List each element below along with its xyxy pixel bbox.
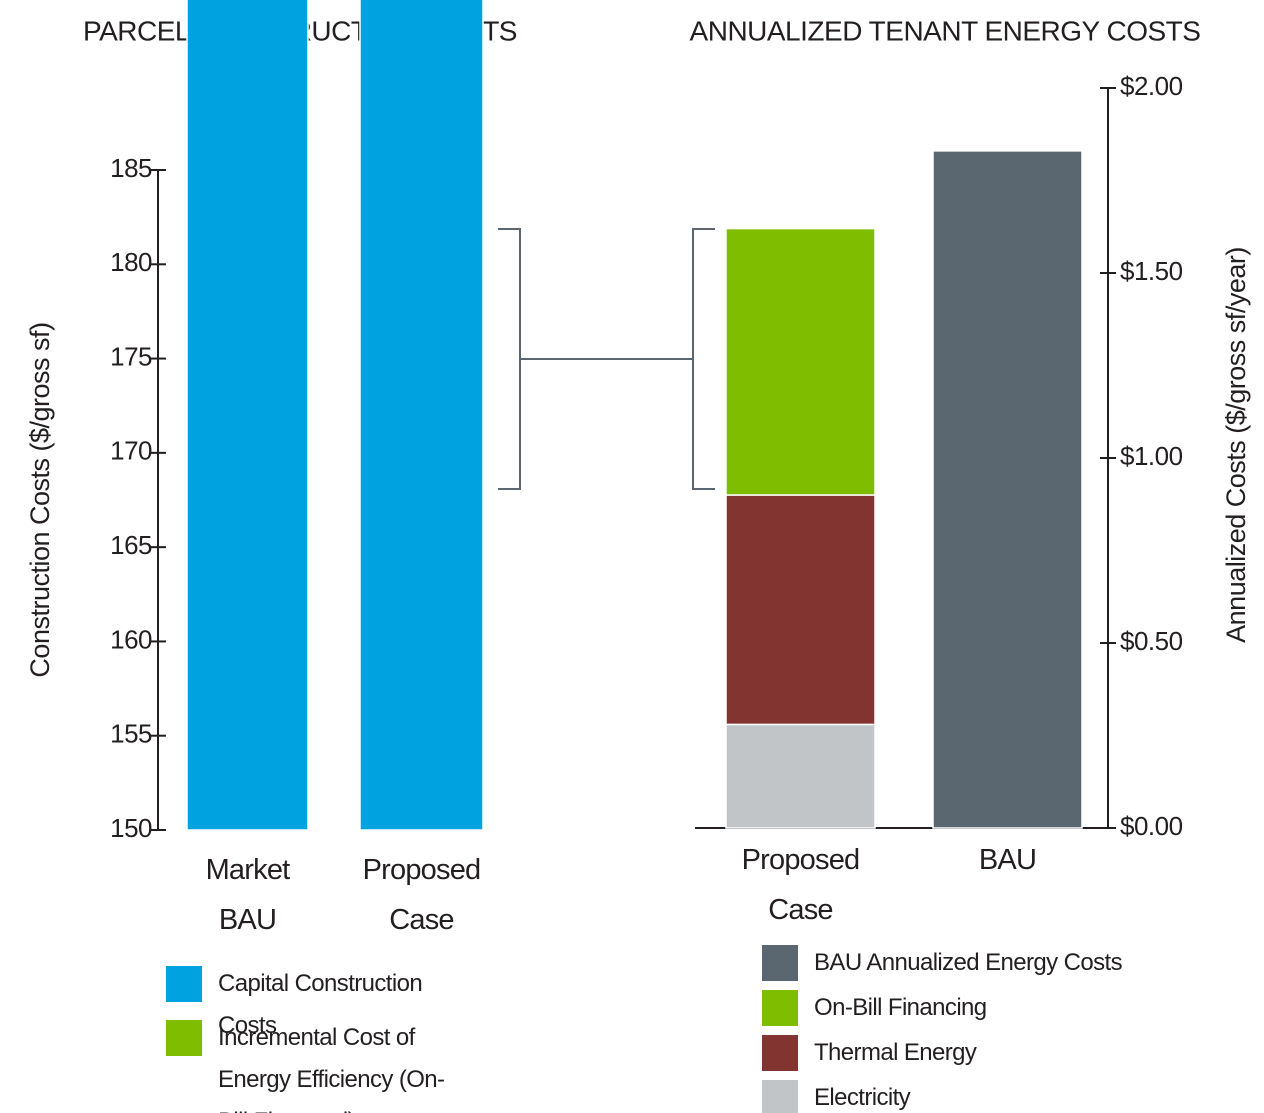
y-tick-label: 165 (110, 530, 152, 560)
bar-segment (725, 227, 876, 496)
bracket-left (498, 228, 521, 490)
bar-segment (359, 0, 484, 831)
y-tick-label: 175 (110, 341, 152, 371)
bar-segment (725, 494, 876, 726)
y-tick-label: 185 (110, 153, 152, 183)
x-tick-label: Proposed Case (741, 844, 861, 926)
y-tick-label: 155 (110, 719, 152, 749)
legend-swatch (762, 990, 798, 1026)
bar-segment (725, 723, 876, 829)
y-tick-label: 170 (110, 436, 152, 466)
y-axis-label: Annualized Costs ($/gross sf/year) (1221, 247, 1251, 643)
y-axis-label: Construction Costs ($/gross sf) (25, 322, 55, 677)
legend-label: Capital Construction Costs (218, 970, 423, 1039)
legend-label: Thermal Energy (814, 1039, 977, 1066)
legend-swatch (166, 966, 202, 1002)
legend-swatch (762, 1080, 798, 1113)
y-tick-label: $0.50 (1120, 626, 1183, 656)
bracket-right (692, 228, 715, 490)
y-tick-label: $1.50 (1120, 256, 1183, 286)
y-tick-label: $0.00 (1120, 811, 1183, 841)
x-tick-label: Proposed Case (362, 854, 482, 936)
legend-label: BAU Annualized Energy Costs (814, 949, 1123, 976)
y-tick-label: $2.00 (1120, 71, 1183, 101)
bar-segment (932, 150, 1083, 829)
legend-swatch (762, 1035, 798, 1071)
connector (498, 228, 715, 490)
x-tick-label: BAU (978, 844, 1037, 876)
legend-label: Electricity (814, 1084, 911, 1111)
legend-label: Incremental Cost of Energy Efficiency (O… (218, 1024, 445, 1113)
bar-segment (186, 0, 309, 831)
legend-swatch (166, 1020, 202, 1056)
legend-label: On-Bill Financing (814, 994, 987, 1021)
y-tick-label: $1.00 (1120, 441, 1183, 471)
x-tick-label: Market BAU (205, 854, 291, 936)
chart-title: ANNUALIZED TENANT ENERGY COSTS (690, 15, 1201, 46)
y-tick-label: 150 (110, 813, 152, 843)
y-tick-label: 160 (110, 624, 152, 654)
y-tick-label: 180 (110, 247, 152, 277)
legend-swatch (762, 945, 798, 981)
